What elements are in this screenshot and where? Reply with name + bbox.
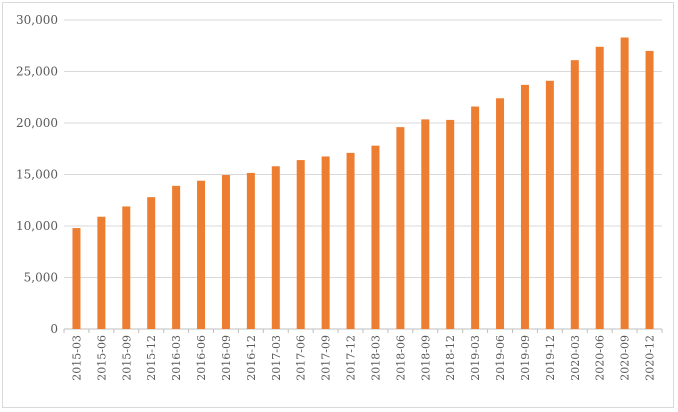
bar-2020-09: [620, 37, 629, 329]
bar-2017-12: [346, 152, 355, 329]
y-tick-label: 30,000: [16, 13, 58, 27]
bar-2016-09: [221, 175, 230, 329]
bar-2018-03: [371, 145, 380, 329]
y-tick-label: 0: [50, 322, 58, 336]
x-tick-label: 2017-06: [295, 335, 308, 381]
bar-2020-03: [570, 60, 579, 330]
x-tick-label: 2018-03: [369, 335, 382, 381]
bar-2016-06: [197, 180, 206, 329]
bar-2018-09: [421, 119, 430, 330]
bar-2015-03: [72, 228, 81, 329]
x-tick-label: 2020-06: [594, 335, 607, 381]
bar-2019-12: [545, 80, 554, 330]
x-tick-label: 2015-06: [95, 335, 108, 381]
bar-2016-12: [246, 172, 255, 329]
x-tick-label: 2016-06: [195, 335, 208, 381]
y-tick-label: 10,000: [16, 219, 58, 233]
x-tick-label: 2016-03: [170, 335, 183, 381]
bar-2015-12: [147, 197, 156, 329]
x-tick-label: 2020-03: [569, 335, 582, 381]
bar-2018-06: [396, 127, 405, 330]
y-tick-label: 20,000: [16, 116, 58, 130]
x-tick-label: 2019-06: [494, 335, 507, 381]
bar-2019-03: [471, 106, 480, 330]
x-tick-label: 2018-09: [419, 335, 432, 381]
x-tick-label: 2018-06: [394, 335, 407, 381]
chart-frame: [2, 2, 674, 408]
bar-2015-09: [122, 206, 131, 329]
y-tick-label: 5,000: [24, 271, 58, 285]
x-tick-label: 2020-12: [644, 335, 657, 381]
x-tick-label: 2015-09: [120, 335, 133, 381]
x-tick-label: 2019-12: [544, 335, 557, 381]
bar-2019-09: [520, 84, 529, 329]
bar-2020-06: [595, 46, 604, 329]
y-axis: 0 5,000 10,000 15,000 20,000 25,000 30,000: [16, 13, 58, 336]
x-axis: 2015-03 2015-06 2015-09 2015-12 2016-03 2016-…: [63, 329, 663, 381]
x-tick-label: 2015-03: [70, 335, 83, 381]
y-tick-label: 25,000: [16, 65, 58, 79]
bar-2019-06: [496, 98, 505, 329]
bars: [72, 37, 654, 330]
x-tick-label: 2019-03: [469, 335, 482, 381]
bar-2017-09: [321, 156, 330, 329]
x-tick-label: 2017-09: [320, 335, 333, 381]
y-tick-label: 15,000: [16, 168, 58, 182]
bar-2015-06: [97, 216, 106, 329]
bar-2017-06: [296, 160, 305, 329]
bar-2016-03: [172, 185, 181, 329]
bar-2017-03: [271, 166, 280, 329]
x-tick-label: 2016-12: [245, 335, 258, 381]
x-tick-label: 2019-09: [519, 335, 532, 381]
bar-2020-12: [645, 50, 654, 330]
x-tick-label: 2016-09: [220, 335, 233, 381]
x-tick-label: 2017-03: [270, 335, 283, 381]
bar-2018-12: [446, 119, 455, 329]
x-tick-label: 2015-12: [145, 335, 158, 381]
x-tick-label: 2017-12: [345, 335, 358, 381]
x-tick-label: 2018-12: [444, 335, 457, 381]
x-tick-label: 2020-09: [619, 335, 632, 381]
